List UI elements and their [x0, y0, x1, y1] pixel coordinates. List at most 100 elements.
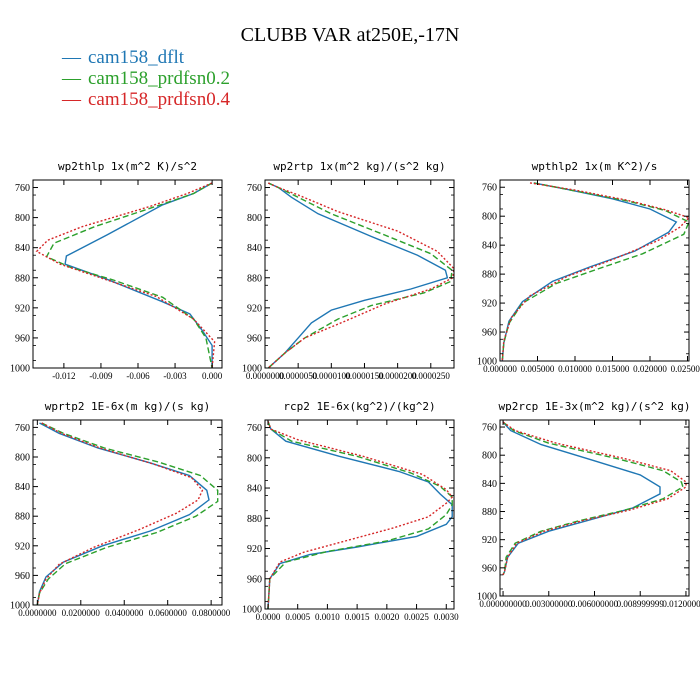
y-tick-label: 960	[15, 571, 30, 582]
legend-entry-dflt: — cam158_dflt	[61, 47, 185, 68]
y-tick-label: 1000	[10, 364, 30, 375]
series-line-cam158_prdfsn0.4	[267, 182, 454, 368]
plot-frame	[264, 419, 455, 610]
y-tick-label: 760	[15, 183, 30, 194]
y-tick-label: 760	[15, 423, 30, 434]
panel-5: rcp2 1E-6x(kg^2)/(kg^2) 760 800 840 880 920 96…	[242, 400, 459, 622]
x-tick-label: 0.0000250	[412, 371, 451, 381]
series-line-cam158_dflt	[267, 182, 449, 368]
panel-1: wp2thlp 1x(m^2 K)/s^2 760 800 840 880 920 960 1…	[10, 160, 223, 381]
y-tick-label: 840	[247, 484, 262, 495]
x-tick-label: 0.003000000	[525, 599, 573, 609]
legend: — cam158_dflt — cam158_prdfsn0.2 — cam15…	[61, 47, 230, 110]
y-tick-label: 760	[482, 423, 497, 434]
series-line-cam158_dflt	[64, 182, 213, 368]
y-tick-label: 800	[15, 213, 30, 224]
x-tick-label: 0.000	[202, 371, 223, 381]
y-tick-label: 880	[247, 514, 262, 525]
plot-frame	[32, 419, 223, 606]
panel-2: wp2rtp 1x(m^2 kg)/(s^2 kg) 760 800 840 880 92…	[242, 160, 455, 381]
y-tick-label: 920	[247, 303, 262, 314]
y-tick-label: 760	[247, 423, 262, 434]
x-tick-label: 0.012000000	[662, 599, 700, 609]
y-tick-label: 920	[482, 299, 497, 310]
legend-label-prdfsn0.4: cam158_prdfsn0.4	[88, 89, 230, 110]
legend-entry-prdfsn0.2: — cam158_prdfsn0.2	[61, 68, 230, 89]
y-tick-label: 760	[482, 183, 497, 194]
x-tick-label: 0.0025	[404, 612, 429, 622]
x-tick-label: 0.0600000	[149, 608, 188, 618]
y-tick-label: 960	[247, 333, 262, 344]
x-tick-label: 0.0010	[315, 612, 340, 622]
x-tick-label: 0.006000000	[571, 599, 619, 609]
y-tick-label: 960	[482, 328, 497, 339]
panel-title: rcp2 1E-6x(kg^2)/(kg^2)	[283, 400, 435, 413]
panel-4: wprtp2 1E-6x(m kg)/(s kg) 760 800 840 880 920…	[10, 400, 231, 618]
x-tick-label: -0.003	[163, 371, 187, 381]
y-tick-label: 920	[15, 541, 30, 552]
x-tick-label: 0.0020	[374, 612, 399, 622]
y-tick-label: 880	[15, 273, 30, 284]
legend-symbol-dflt: —	[61, 47, 82, 68]
y-tick-label: 880	[247, 273, 262, 284]
x-tick-label: 0.0200000	[62, 608, 101, 618]
series-line-cam158_prdfsn0.4	[36, 422, 204, 605]
y-tick-label: 800	[482, 451, 497, 462]
x-tick-label: 0.0000	[256, 612, 281, 622]
x-tick-label: 0.000000	[483, 364, 517, 374]
y-tick-label: 840	[482, 241, 497, 252]
legend-label-prdfsn0.2: cam158_prdfsn0.2	[88, 68, 230, 89]
series-line-cam158_dflt	[267, 421, 453, 609]
panel-6: wp2rcp 1E-3x(m^2 kg)/(s^2 kg)760 800 840 88…	[477, 400, 700, 609]
panel-title: wprtp2 1E-6x(m kg)/(s kg)	[45, 400, 211, 413]
x-tick-label: 0.0800000	[192, 608, 231, 618]
x-tick-label: 0.0030	[434, 612, 459, 622]
y-tick-label: 800	[482, 212, 497, 223]
y-tick-label: 880	[15, 512, 30, 523]
x-tick-label: 0.008999999	[617, 599, 665, 609]
plot-frame	[499, 419, 690, 597]
y-tick-label: 760	[247, 183, 262, 194]
y-tick-label: 840	[482, 479, 497, 490]
legend-symbol-prdfsn0.4: —	[61, 89, 82, 110]
y-tick-label: 1000	[477, 357, 497, 368]
panel-title: wpthlp2 1x(m K^2)/s	[532, 160, 658, 173]
panels: wp2thlp 1x(m^2 K)/s^2 760 800 840 880 920 960 1…	[10, 160, 700, 622]
x-tick-label: 0.0000150	[345, 371, 384, 381]
series-line-cam158_prdfsn0.2	[267, 421, 453, 609]
x-tick-label: 0.0000200	[379, 371, 418, 381]
y-tick-label: 800	[247, 453, 262, 464]
series-line-cam158_prdfsn0.2	[45, 182, 213, 368]
x-tick-label: 0.000000000	[479, 599, 527, 609]
y-tick-label: 1000	[477, 592, 497, 603]
y-tick-label: 840	[15, 243, 30, 254]
series-line-cam158_dflt	[502, 421, 661, 576]
panel-title: wp2thlp 1x(m^2 K)/s^2	[58, 160, 197, 173]
y-tick-label: 920	[15, 303, 30, 314]
x-tick-label: -0.012	[52, 371, 75, 381]
x-tick-label: 0.0000000	[18, 608, 57, 618]
y-tick-label: 920	[482, 535, 497, 546]
x-tick-label: 0.005000	[521, 364, 555, 374]
legend-label-dflt: cam158_dflt	[88, 47, 185, 68]
plot-frame	[499, 179, 690, 362]
series-line-cam158_prdfsn0.2	[267, 182, 453, 368]
series-line-cam158_dflt	[501, 182, 678, 361]
y-tick-label: 1000	[242, 605, 262, 616]
plot-frame	[32, 179, 223, 369]
legend-entry-prdfsn0.4: — cam158_prdfsn0.4	[61, 89, 230, 110]
x-tick-label: 0.0000000	[246, 371, 285, 381]
series-line-cam158_prdfsn0.2	[502, 421, 684, 576]
y-tick-label: 960	[15, 333, 30, 344]
panel-3: wpthlp2 1x(m K^2)/s 760 800 840 880 920 960 100…	[477, 160, 700, 374]
series-line-cam158_prdfsn0.4	[35, 182, 216, 368]
y-tick-label: 960	[247, 574, 262, 585]
x-tick-label: 0.0000100	[312, 371, 351, 381]
panel-title: wp2rcp 1E-3x(m^2 kg)/(s^2 kg)	[498, 400, 690, 413]
y-tick-label: 840	[247, 243, 262, 254]
y-tick-label: 1000	[242, 364, 262, 375]
x-tick-label: 0.025000	[671, 364, 700, 374]
x-tick-label: -0.006	[126, 371, 150, 381]
series-line-cam158_prdfsn0.4	[502, 421, 687, 576]
